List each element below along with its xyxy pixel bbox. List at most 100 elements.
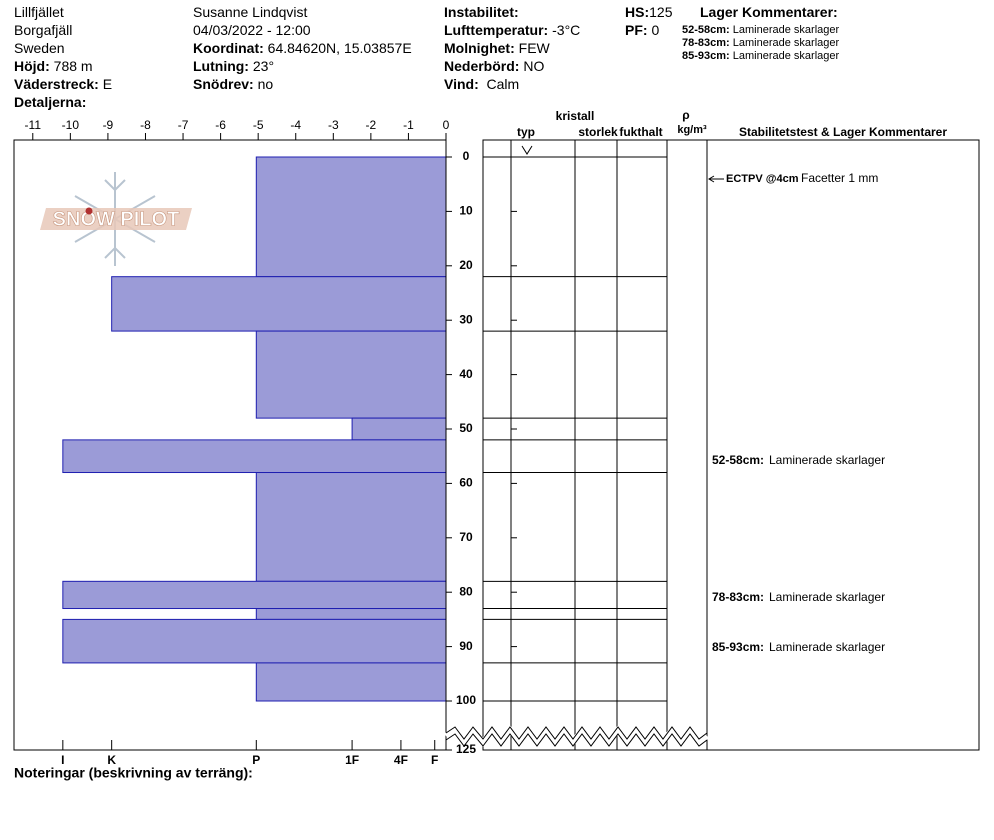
table-header: kg/m³ [677, 124, 707, 136]
table-header: kristall [556, 109, 595, 123]
field-label: Instabilitet: [444, 4, 519, 20]
field-label: Lutning: [193, 58, 249, 74]
y-tick-label: 125 [456, 742, 476, 756]
field-value: 0 [651, 22, 660, 38]
y-tick-label: 60 [459, 476, 473, 490]
layer-bar [255, 608, 447, 620]
hardness-tick-label: 1F [345, 753, 359, 767]
x-tick-label: -9 [103, 118, 114, 132]
field-value: 788 m [53, 58, 93, 74]
x-tick-label: -4 [290, 118, 301, 132]
y-tick-label: 10 [459, 204, 473, 218]
comment-depth: 85-93cm: [682, 50, 730, 62]
field-value: 23° [252, 58, 275, 74]
comments-title: Lager Kommentarer: [700, 4, 838, 20]
field: Molnighet: FEW [444, 39, 550, 57]
comment-depth: 52-58cm: [682, 24, 730, 36]
table-header: fukthalt [619, 125, 662, 139]
layer-bar [255, 156, 447, 278]
field: Höjd: 788 m [14, 57, 93, 75]
x-tick-label: -10 [62, 118, 80, 132]
table-header: Stabilitetstest & Lager Kommentarer [739, 125, 947, 139]
field: Koordinat: 64.84620N, 15.03857E [193, 39, 412, 57]
place: Lillfjället [14, 4, 64, 20]
layer-bar [111, 276, 447, 332]
layer-bar [62, 580, 447, 610]
field-value: 125 [649, 4, 673, 20]
field-label: PF: [625, 22, 648, 38]
comment-text: Laminerade skarlager [732, 24, 840, 36]
x-tick-label: -3 [328, 118, 339, 132]
field: Instabilitet: [444, 3, 519, 21]
logo-banner [40, 208, 192, 230]
hardness-tick-label: I [61, 753, 64, 767]
comment: 85-93cm: Laminerade skarlager [682, 50, 839, 62]
field-label: Nederbörd: [444, 58, 520, 74]
table-frame [482, 139, 980, 751]
table-header: typ [517, 125, 535, 139]
y-tick-label: 40 [459, 367, 473, 381]
x-tick-label: 0 [443, 118, 450, 132]
x-tick-label: -5 [253, 118, 264, 132]
field-value: NO [523, 58, 545, 74]
field: Nederbörd: NO [444, 57, 544, 75]
field: Väderstreck: E [14, 75, 112, 93]
hardness-tick-label: P [252, 753, 260, 767]
y-tick-label: 20 [459, 258, 473, 272]
field-value: no [257, 76, 274, 92]
field-value: FEW [518, 40, 550, 56]
y-tick-label: 80 [459, 584, 473, 598]
logo-dot [85, 207, 93, 215]
layer-bar [255, 330, 447, 419]
field-value: 64.84620N, 15.03857E [267, 40, 412, 56]
y-tick-label: 90 [459, 639, 473, 653]
table-header: storlek [578, 125, 618, 139]
stability-text: Facetter 1 mm [801, 171, 878, 185]
layer-comment-text: Laminerade skarlager [769, 640, 885, 654]
x-tick-label: -11 [25, 118, 42, 132]
field-label: Molnighet: [444, 40, 515, 56]
layer-comment-depth: 85-93cm: [712, 640, 764, 654]
plot-frame [13, 139, 447, 751]
comment-text: Laminerade skarlager [732, 37, 840, 49]
x-tick-label: -7 [178, 118, 189, 132]
y-tick-label: 50 [459, 421, 473, 435]
place: Borgafjäll [14, 22, 73, 38]
field-value: -3°C [552, 22, 581, 38]
field: Lutning: 23° [193, 57, 274, 75]
hardness-tick-label: F [431, 753, 438, 767]
field-label: Lufttemperatur: [444, 22, 549, 38]
field: Detaljerna: [14, 93, 86, 111]
field-label: HS: [625, 4, 650, 20]
x-tick-label: -8 [140, 118, 151, 132]
layer-bar [351, 417, 447, 441]
field-label: Höjd: [14, 58, 50, 74]
field: Vind: Calm [444, 75, 519, 93]
y-tick-label: 30 [459, 312, 473, 326]
field-label: Snödrev: [193, 76, 254, 92]
comment-depth: 78-83cm: [682, 37, 730, 49]
place: Sweden [14, 40, 65, 56]
field: HS:125 [625, 3, 672, 21]
axis-break [444, 725, 709, 747]
comment: 78-83cm: Laminerade skarlager [682, 37, 839, 49]
field-label: Väderstreck: [14, 76, 99, 92]
layer-bar [255, 662, 447, 702]
field-label: Vind: [444, 76, 479, 92]
comment-text: Laminerade skarlager [732, 50, 840, 62]
layer-comment-text: Laminerade skarlager [769, 453, 885, 467]
layer-comment-text: Laminerade skarlager [769, 590, 885, 604]
table-columns [510, 140, 708, 750]
field-value: E [102, 76, 113, 92]
field: Snödrev: no [193, 75, 273, 93]
x-tick-label: -6 [215, 118, 226, 132]
hardness-tick-label: K [107, 753, 116, 767]
layer-comment-depth: 52-58cm: [712, 453, 764, 467]
stability-test: ECTPV @4cm [726, 173, 799, 185]
field: PF: 0 [625, 21, 659, 39]
x-tick-label: -2 [366, 118, 377, 132]
layer-bar [62, 439, 447, 474]
logo-text: SNOW PILOT [53, 208, 180, 230]
